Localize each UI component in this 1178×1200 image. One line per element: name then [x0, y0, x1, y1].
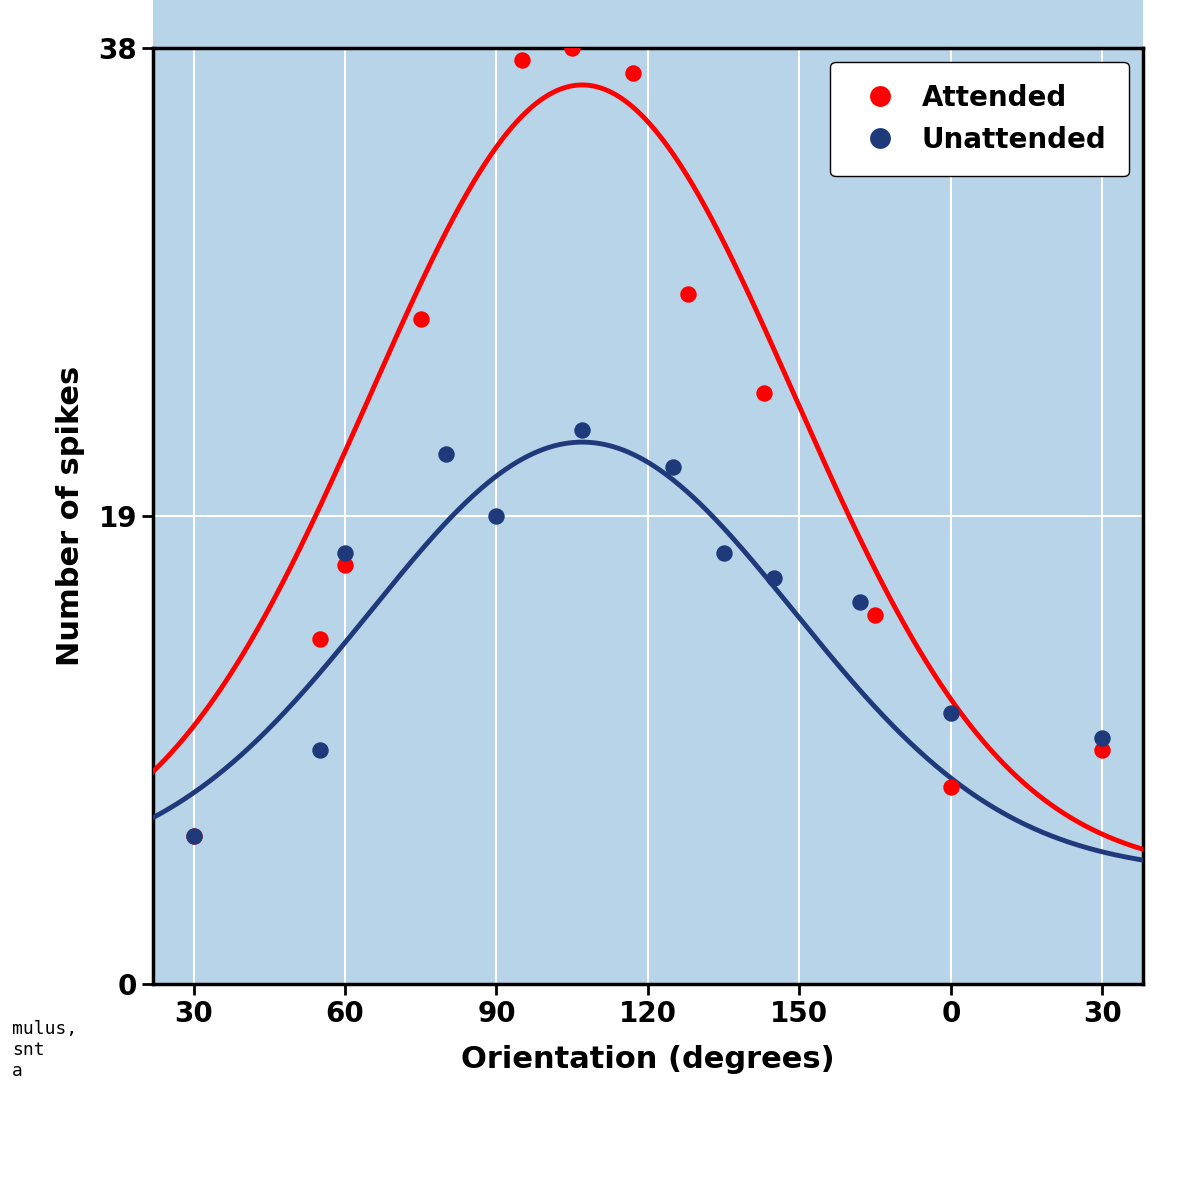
Y-axis label: Number of spikes: Number of spikes — [55, 366, 85, 666]
Point — [336, 556, 355, 575]
Point — [663, 457, 682, 476]
Point — [437, 445, 456, 464]
Point — [336, 544, 355, 563]
Point — [679, 284, 697, 304]
Legend: Attended, Unattended: Attended, Unattended — [830, 62, 1129, 176]
Point — [851, 593, 869, 612]
Point — [755, 383, 774, 402]
Point — [310, 630, 329, 649]
Point — [623, 64, 642, 83]
Text: mulus,
snt
a: mulus, snt a — [12, 1020, 77, 1080]
Point — [184, 827, 203, 846]
Point — [941, 778, 960, 797]
Point — [1093, 740, 1112, 760]
Point — [310, 740, 329, 760]
Point — [1093, 728, 1112, 748]
Point — [866, 605, 885, 624]
Point — [487, 506, 505, 526]
Point — [184, 827, 203, 846]
Point — [411, 310, 430, 329]
Point — [714, 544, 733, 563]
Point — [512, 50, 531, 70]
Point — [765, 568, 783, 587]
Point — [573, 420, 591, 439]
Point — [941, 703, 960, 722]
X-axis label: Orientation (degrees): Orientation (degrees) — [461, 1045, 835, 1074]
Point — [563, 38, 582, 58]
